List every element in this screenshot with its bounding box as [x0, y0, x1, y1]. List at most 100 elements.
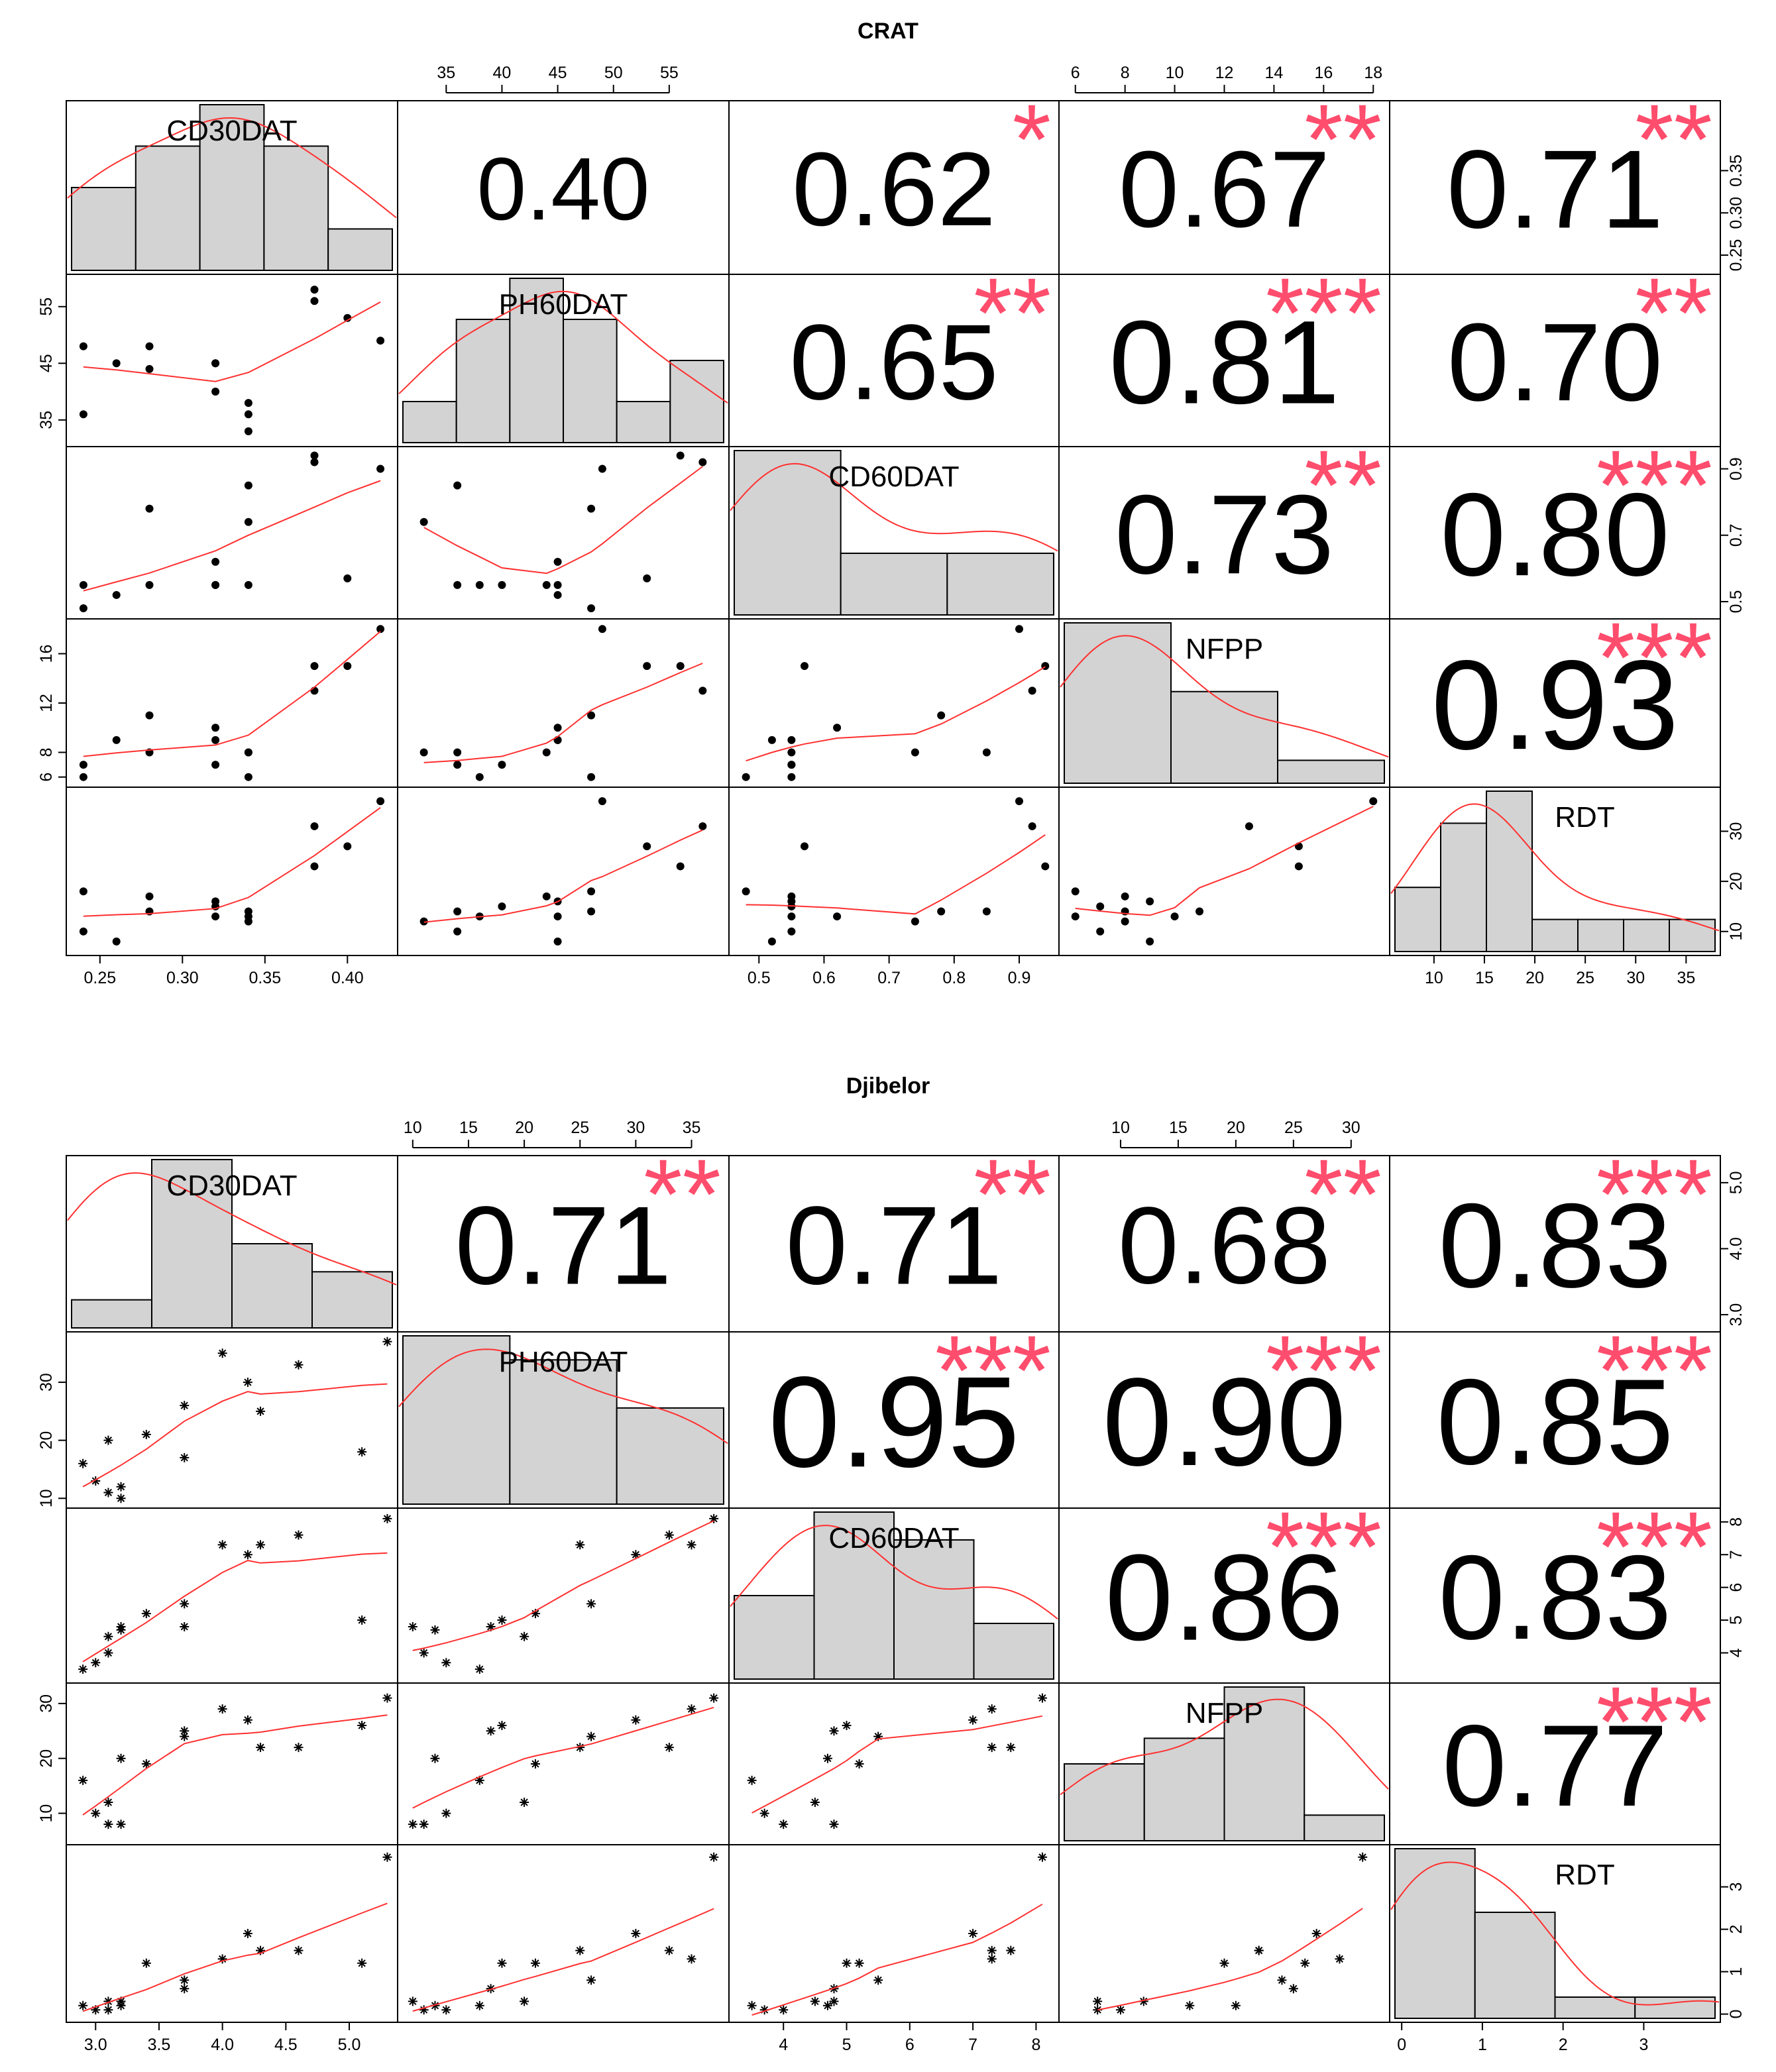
correlation-value: 0.77	[1442, 1702, 1668, 1831]
top-tick-label: 45	[549, 64, 567, 82]
data-point	[180, 1731, 190, 1741]
matrix-cell-frame	[397, 1682, 730, 1845]
data-point	[937, 711, 946, 720]
data-point	[810, 1996, 820, 2006]
data-point	[767, 937, 776, 946]
lowess-smooth-line	[746, 834, 1046, 915]
data-point	[376, 797, 385, 806]
data-point	[1037, 1693, 1047, 1703]
data-point	[911, 748, 919, 757]
correlation-value: 0.62	[792, 131, 996, 248]
histogram-bar	[151, 1159, 233, 1329]
data-point	[1245, 822, 1253, 830]
top-tick-label: 25	[1284, 1118, 1303, 1137]
data-point	[1195, 907, 1204, 916]
data-point	[310, 451, 319, 460]
data-point	[217, 1540, 227, 1550]
data-point	[453, 580, 462, 589]
right-tick-label: 30	[1727, 822, 1746, 841]
data-point	[598, 797, 606, 806]
data-point	[833, 912, 842, 921]
data-point	[145, 892, 154, 900]
data-point	[211, 897, 220, 906]
top-tick-label: 12	[1215, 64, 1234, 82]
histogram-bar	[893, 1539, 975, 1680]
data-point	[1071, 912, 1080, 921]
data-point	[244, 427, 252, 435]
histogram-bar	[1394, 1848, 1476, 2019]
histogram-bar	[71, 187, 137, 271]
data-point	[829, 1820, 839, 1829]
data-point	[767, 736, 776, 744]
data-point	[982, 907, 991, 916]
x-tick-label: 15	[1475, 969, 1494, 987]
data-point	[217, 1954, 227, 1964]
data-point	[78, 2000, 88, 2010]
top-tick-label: 40	[493, 64, 512, 82]
data-point	[79, 580, 87, 589]
significance-stars: ***	[935, 1315, 1051, 1426]
data-point	[453, 761, 462, 769]
data-point	[145, 711, 154, 720]
data-point	[217, 1704, 227, 1714]
x-tick-label: 0.30	[166, 969, 199, 987]
data-point	[664, 1743, 674, 1753]
x-tick-label: 6	[905, 2036, 915, 2054]
data-point	[664, 1945, 674, 1955]
histogram-bar	[1577, 918, 1624, 952]
data-point	[982, 748, 991, 757]
x-tick-label: 4	[779, 2036, 788, 2054]
variable-label: NFPP	[1186, 633, 1263, 665]
data-point	[801, 662, 808, 671]
data-point	[709, 1852, 719, 1862]
data-point	[116, 1996, 126, 2006]
x-tick-label: 0.35	[249, 969, 281, 987]
histogram-bar	[311, 1271, 393, 1329]
left-tick-label: 16	[37, 645, 56, 663]
histogram-bar	[813, 1511, 895, 1680]
matrix-cell-frame	[397, 618, 730, 788]
data-point	[78, 1458, 88, 1468]
data-point	[116, 1820, 126, 1829]
data-point	[474, 1664, 484, 1674]
data-point	[497, 1958, 507, 1968]
histogram-bar	[1143, 1737, 1225, 1841]
histogram-bar	[734, 1595, 815, 1680]
x-tick-label: 1	[1478, 2036, 1487, 2054]
x-tick-label: 10	[1425, 969, 1443, 987]
top-tick-label: 15	[459, 1118, 478, 1137]
top-tick-label: 30	[1342, 1118, 1360, 1137]
lowess-smooth-line	[82, 1552, 388, 1663]
data-point	[676, 451, 685, 460]
data-point	[79, 410, 87, 419]
histogram-bar	[402, 1335, 511, 1505]
top-tick-label: 35	[683, 1118, 701, 1137]
top-tick-label: 50	[604, 64, 623, 82]
data-point	[357, 1447, 367, 1457]
data-point	[842, 1958, 852, 1968]
data-point	[1294, 862, 1303, 871]
histogram-bar	[1394, 887, 1441, 952]
matrix-cell-frame	[728, 618, 1060, 788]
data-point	[243, 1929, 252, 1938]
data-point	[779, 2005, 789, 2015]
top-tick-label: 16	[1314, 64, 1333, 82]
data-point	[801, 842, 808, 851]
data-point	[787, 736, 796, 744]
data-point	[1358, 1852, 1368, 1862]
data-point	[1028, 686, 1036, 695]
x-tick-label: 5.0	[338, 2036, 361, 2054]
data-point	[842, 1721, 852, 1730]
right-tick-label: 5.0	[1727, 1171, 1746, 1194]
density-curve	[1060, 635, 1389, 758]
data-point	[453, 927, 462, 936]
significance-stars: *	[1013, 83, 1051, 195]
correlation-value: 0.71	[786, 1183, 1003, 1307]
histogram-bar	[1064, 1763, 1145, 1841]
data-point	[256, 1406, 266, 1416]
significance-stars: ***	[1596, 1491, 1712, 1602]
data-point	[419, 1648, 429, 1658]
data-point	[180, 1975, 190, 1985]
data-point	[343, 842, 352, 851]
